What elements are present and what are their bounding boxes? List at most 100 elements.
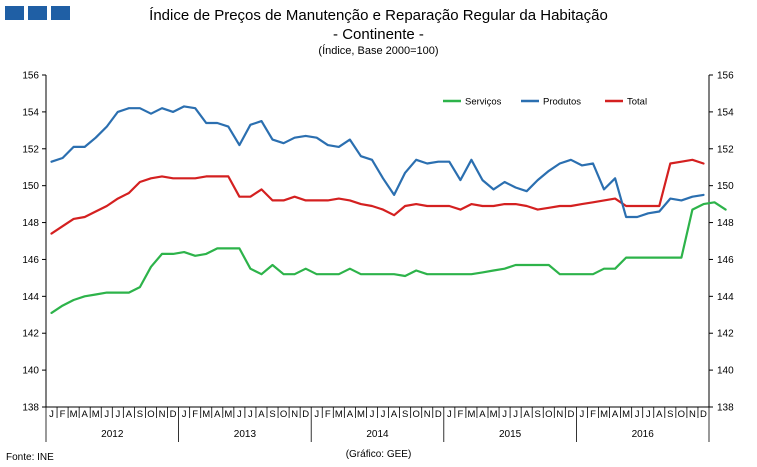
month-label: A bbox=[524, 409, 531, 420]
month-label: O bbox=[280, 409, 287, 420]
month-label: N bbox=[291, 409, 298, 420]
y-tick-label-left: 152 bbox=[22, 144, 39, 155]
month-label: O bbox=[147, 409, 154, 420]
month-label: N bbox=[689, 409, 696, 420]
y-tick-label-left: 154 bbox=[22, 107, 39, 118]
month-label: O bbox=[545, 409, 552, 420]
month-label: A bbox=[82, 409, 89, 420]
legend-label-produtos: Produtos bbox=[543, 97, 581, 108]
month-label: D bbox=[435, 409, 442, 420]
month-label: M bbox=[92, 409, 100, 420]
chart-credit: (Gráfico: GEE) bbox=[345, 449, 412, 460]
y-tick-label-right: 150 bbox=[717, 181, 734, 192]
month-label: M bbox=[357, 409, 365, 420]
legend-label-servicos: Serviços bbox=[465, 97, 502, 108]
y-tick-label-right: 148 bbox=[717, 218, 734, 229]
month-label: J bbox=[104, 409, 109, 420]
y-tick-label-left: 140 bbox=[22, 366, 39, 377]
month-label: M bbox=[202, 409, 210, 420]
y-tick-label-right: 138 bbox=[717, 403, 734, 414]
month-label: J bbox=[635, 409, 640, 420]
month-label: A bbox=[479, 409, 486, 420]
year-label: 2012 bbox=[101, 429, 124, 440]
month-label: M bbox=[467, 409, 475, 420]
month-label: J bbox=[513, 409, 518, 420]
year-label: 2013 bbox=[234, 429, 257, 440]
month-label: S bbox=[667, 409, 673, 420]
month-label: J bbox=[447, 409, 452, 420]
year-label: 2014 bbox=[366, 429, 389, 440]
y-tick-label-right: 142 bbox=[717, 329, 734, 340]
month-label: J bbox=[314, 409, 319, 420]
month-label: A bbox=[214, 409, 221, 420]
month-label: A bbox=[612, 409, 619, 420]
month-label: O bbox=[412, 409, 419, 420]
month-label: S bbox=[402, 409, 408, 420]
series-line-total bbox=[50, 158, 705, 235]
y-tick-label-right: 140 bbox=[717, 366, 734, 377]
y-tick-label-right: 156 bbox=[717, 71, 734, 82]
month-label: N bbox=[159, 409, 166, 420]
month-label: N bbox=[556, 409, 563, 420]
brand-logo bbox=[5, 6, 70, 20]
month-label: J bbox=[248, 409, 253, 420]
y-tick-label-right: 144 bbox=[717, 292, 734, 303]
month-label: A bbox=[656, 409, 663, 420]
month-label: D bbox=[567, 409, 574, 420]
month-label: O bbox=[678, 409, 685, 420]
year-label: 2015 bbox=[499, 429, 522, 440]
month-label: F bbox=[325, 409, 331, 420]
month-label: J bbox=[646, 409, 651, 420]
month-label: A bbox=[347, 409, 354, 420]
month-label: J bbox=[502, 409, 507, 420]
month-label: M bbox=[224, 409, 232, 420]
month-label: M bbox=[490, 409, 498, 420]
logo-block-1 bbox=[5, 6, 24, 20]
month-label: J bbox=[370, 409, 375, 420]
logo-block-2 bbox=[28, 6, 47, 20]
y-tick-label-left: 146 bbox=[22, 255, 39, 266]
month-label: S bbox=[137, 409, 143, 420]
month-label: M bbox=[622, 409, 630, 420]
month-label: A bbox=[391, 409, 398, 420]
y-tick-label-left: 148 bbox=[22, 218, 39, 229]
y-tick-label-left: 142 bbox=[22, 329, 39, 340]
month-label: A bbox=[258, 409, 265, 420]
year-label: 2016 bbox=[632, 429, 655, 440]
month-label: M bbox=[335, 409, 343, 420]
month-label: M bbox=[70, 409, 78, 420]
y-tick-label-left: 138 bbox=[22, 403, 39, 414]
y-tick-label-right: 154 bbox=[717, 107, 734, 118]
chart-title-region: - Continente - bbox=[333, 26, 424, 43]
month-label: D bbox=[302, 409, 309, 420]
month-label: J bbox=[237, 409, 242, 420]
chart-title: Índice de Preços de Manutenção e Reparaç… bbox=[149, 7, 608, 24]
month-label: F bbox=[192, 409, 198, 420]
month-label: M bbox=[600, 409, 608, 420]
month-label: S bbox=[269, 409, 275, 420]
y-tick-label-right: 146 bbox=[717, 255, 734, 266]
month-label: A bbox=[126, 409, 133, 420]
month-label: J bbox=[115, 409, 120, 420]
source-note: Fonte: INE bbox=[6, 452, 54, 463]
month-label: J bbox=[182, 409, 187, 420]
month-label: F bbox=[590, 409, 596, 420]
chart-subtitle: (Índice, Base 2000=100) bbox=[318, 45, 439, 57]
month-label: N bbox=[424, 409, 431, 420]
month-label: F bbox=[60, 409, 66, 420]
y-tick-label-right: 152 bbox=[717, 144, 734, 155]
y-tick-label-left: 144 bbox=[22, 292, 39, 303]
month-label: D bbox=[170, 409, 177, 420]
month-label: F bbox=[457, 409, 463, 420]
month-label: S bbox=[535, 409, 541, 420]
month-label: J bbox=[580, 409, 585, 420]
y-tick-label-left: 156 bbox=[22, 71, 39, 82]
y-tick-label-left: 150 bbox=[22, 181, 39, 192]
legend-label-total: Total bbox=[627, 97, 647, 108]
month-label: J bbox=[49, 409, 54, 420]
logo-block-3 bbox=[51, 6, 70, 20]
series-line-produtos bbox=[50, 105, 705, 219]
series-line-servicos bbox=[50, 201, 727, 314]
month-label: J bbox=[381, 409, 386, 420]
